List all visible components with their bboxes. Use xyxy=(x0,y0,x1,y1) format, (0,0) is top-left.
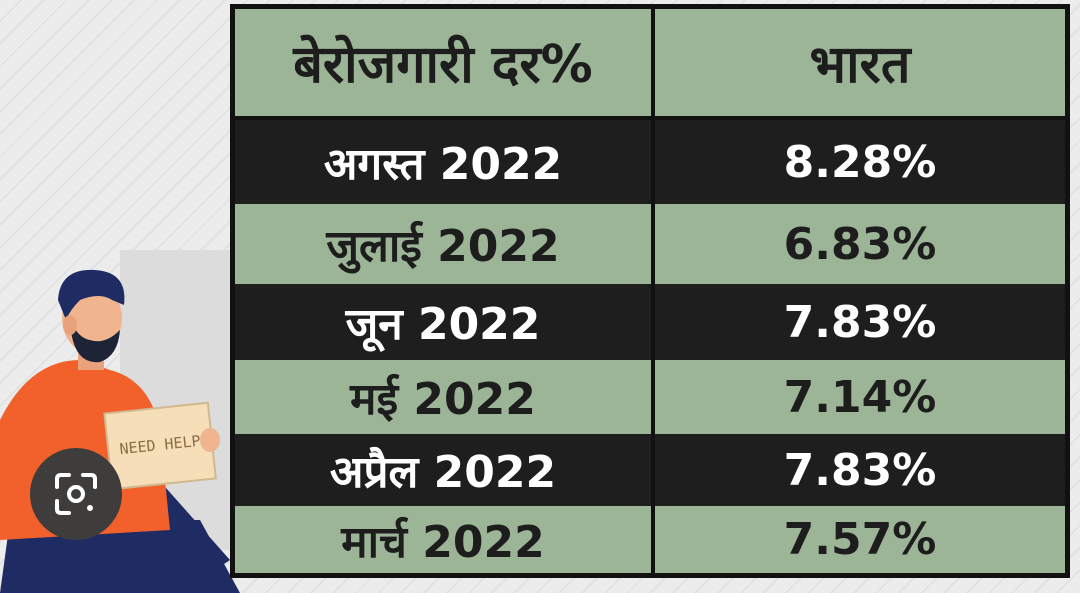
row-value: 7.14% xyxy=(651,360,1065,434)
header-india: भारत xyxy=(651,9,1065,116)
row-month: अगस्त 2022 xyxy=(235,120,651,204)
header-unemployment-rate: बेरोजगारी दर% xyxy=(235,9,651,116)
table-row: अगस्त 2022 8.28% xyxy=(235,120,1065,204)
row-value: 7.83% xyxy=(651,284,1065,360)
row-value: 6.83% xyxy=(651,204,1065,284)
row-value: 7.83% xyxy=(651,434,1065,506)
row-month: जुलाई 2022 xyxy=(235,204,651,284)
table-header-row: बेरोजगारी दर% भारत xyxy=(235,9,1065,116)
row-month: जून 2022 xyxy=(235,284,651,360)
row-month: अप्रैल 2022 xyxy=(235,434,651,506)
table-row: मार्च 2022 7.57% xyxy=(235,506,1065,573)
row-value: 8.28% xyxy=(651,120,1065,204)
table-row: जुलाई 2022 6.83% xyxy=(235,204,1065,284)
row-month: मार्च 2022 xyxy=(235,506,651,573)
unemployment-table: बेरोजगारी दर% भारत अगस्त 2022 8.28% जुला… xyxy=(230,4,1070,578)
table-row: जून 2022 7.83% xyxy=(235,284,1065,360)
row-value: 7.57% xyxy=(651,506,1065,573)
row-month: मई 2022 xyxy=(235,360,651,434)
table-row: अप्रैल 2022 7.83% xyxy=(235,434,1065,506)
lens-search-button[interactable] xyxy=(30,448,122,540)
table-row: मई 2022 7.14% xyxy=(235,360,1065,434)
lens-icon xyxy=(55,473,97,515)
